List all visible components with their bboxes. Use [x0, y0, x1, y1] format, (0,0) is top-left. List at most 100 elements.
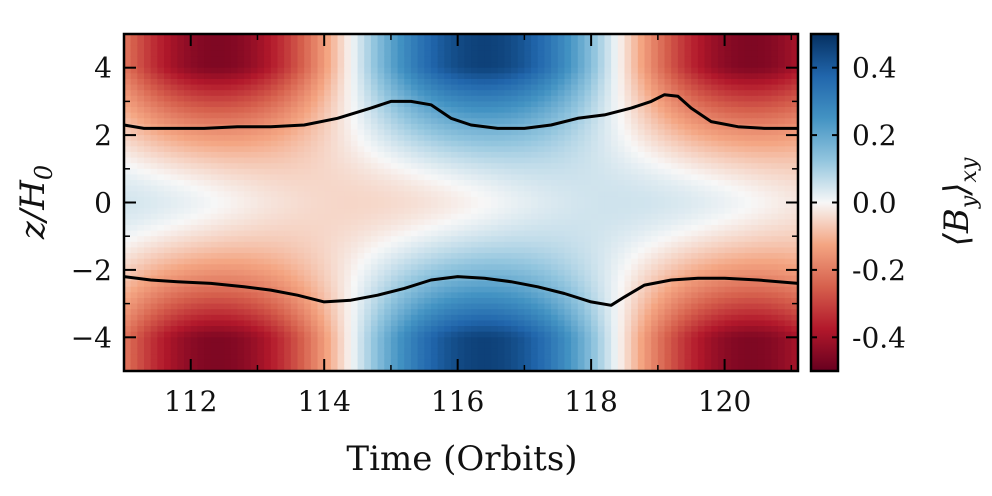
heatmap-cell	[484, 230, 492, 237]
heatmap-cell	[250, 50, 259, 58]
heatmap-cell	[384, 90, 392, 97]
heatmap-cell	[504, 101, 512, 108]
heatmap-cell	[210, 337, 219, 344]
heatmap-cell	[551, 292, 559, 299]
heatmap-cell	[150, 56, 158, 63]
heatmap-cell	[357, 309, 365, 316]
heatmap-cell	[424, 174, 432, 181]
heatmap-cell	[217, 67, 225, 74]
heatmap-cell	[571, 90, 579, 97]
heatmap-cell	[611, 118, 619, 125]
heatmap-cell	[384, 241, 392, 249]
heatmap-cell	[491, 230, 499, 237]
heatmap-cell	[544, 247, 552, 254]
heatmap-cell	[237, 269, 245, 277]
heatmap-cell	[457, 123, 465, 131]
heatmap-cell	[197, 107, 205, 114]
heatmap-cell	[304, 168, 312, 176]
heatmap-cell	[210, 118, 219, 125]
heatmap-cell	[437, 219, 445, 226]
heatmap-cell	[557, 191, 566, 198]
heatmap-cell	[564, 50, 572, 58]
heatmap-cell	[484, 281, 492, 288]
heatmap-cell	[511, 359, 519, 366]
heatmap-cell	[324, 202, 332, 209]
heatmap-cell	[591, 157, 599, 164]
heatmap-cell	[624, 286, 632, 293]
heatmap-cell	[304, 50, 312, 58]
heatmap-cell	[664, 107, 672, 114]
heatmap-cell	[651, 297, 659, 305]
heatmap-cell	[197, 135, 205, 142]
heatmap-cell	[264, 112, 272, 119]
heatmap-cell	[591, 135, 599, 142]
heatmap-cell	[157, 365, 165, 371]
heatmap-cell	[657, 163, 666, 170]
heatmap-cell	[170, 309, 178, 316]
heatmap-cell	[164, 62, 172, 69]
heatmap-cell	[137, 191, 145, 198]
heatmap-cell	[210, 45, 219, 52]
heatmap-cell	[450, 303, 459, 310]
heatmap-cell	[377, 45, 385, 52]
heatmap-cell	[157, 101, 165, 108]
heatmap-cell	[377, 286, 385, 293]
heatmap-cell	[144, 129, 152, 136]
heatmap-cell	[284, 174, 292, 181]
heatmap-cell	[184, 359, 192, 366]
heatmap-cell	[150, 135, 158, 142]
heatmap-cell	[250, 78, 259, 86]
heatmap-cell	[297, 241, 305, 249]
heatmap-cell	[477, 314, 485, 322]
heatmap-cell	[230, 354, 239, 361]
heatmap-cell	[324, 56, 332, 63]
heatmap-cell	[137, 174, 145, 181]
heatmap-cell	[384, 292, 392, 299]
heatmap-cell	[297, 135, 305, 142]
heatmap-cell	[557, 185, 566, 192]
heatmap-cell	[657, 292, 666, 299]
heatmap-cell	[484, 314, 492, 322]
heatmap-cell	[544, 314, 552, 322]
heatmap-cell	[491, 303, 499, 310]
heatmap-cell	[244, 208, 252, 215]
heatmap-cell	[471, 269, 479, 277]
heatmap-cell	[270, 253, 279, 260]
heatmap-cell	[204, 258, 212, 265]
heatmap-cell	[124, 73, 132, 80]
heatmap-cell	[624, 224, 632, 232]
heatmap-cell	[310, 95, 319, 102]
heatmap-cell	[430, 337, 439, 344]
heatmap-cell	[497, 90, 505, 97]
heatmap-cell	[511, 303, 519, 310]
heatmap-cell	[637, 258, 646, 265]
heatmap-cell	[444, 331, 452, 338]
heatmap-cell	[651, 365, 659, 371]
heatmap-cell	[484, 163, 492, 170]
heatmap-cell	[657, 275, 666, 282]
heatmap-cell	[624, 78, 632, 86]
heatmap-cell	[264, 230, 272, 237]
heatmap-cell	[190, 62, 198, 69]
heatmap-cell	[637, 230, 646, 237]
heatmap-cell	[531, 146, 539, 153]
heatmap-cell	[464, 34, 472, 41]
heatmap-cell	[450, 292, 459, 299]
heatmap-cell	[577, 303, 586, 310]
heatmap-cell	[317, 320, 325, 327]
heatmap-cell	[157, 151, 165, 159]
heatmap-cell	[637, 297, 646, 305]
heatmap-cell	[157, 34, 165, 41]
heatmap-cell	[304, 348, 312, 355]
heatmap-cell	[524, 348, 532, 355]
heatmap-cell	[471, 365, 479, 371]
heatmap-cell	[130, 191, 138, 198]
heatmap-cell	[624, 241, 632, 249]
heatmap-cell	[591, 213, 599, 220]
heatmap-cell	[224, 84, 232, 91]
heatmap-cell	[317, 219, 325, 226]
heatmap-cell	[330, 34, 339, 41]
heatmap-cell	[230, 269, 239, 277]
heatmap-cell	[477, 118, 485, 125]
heatmap-cell	[304, 331, 312, 338]
